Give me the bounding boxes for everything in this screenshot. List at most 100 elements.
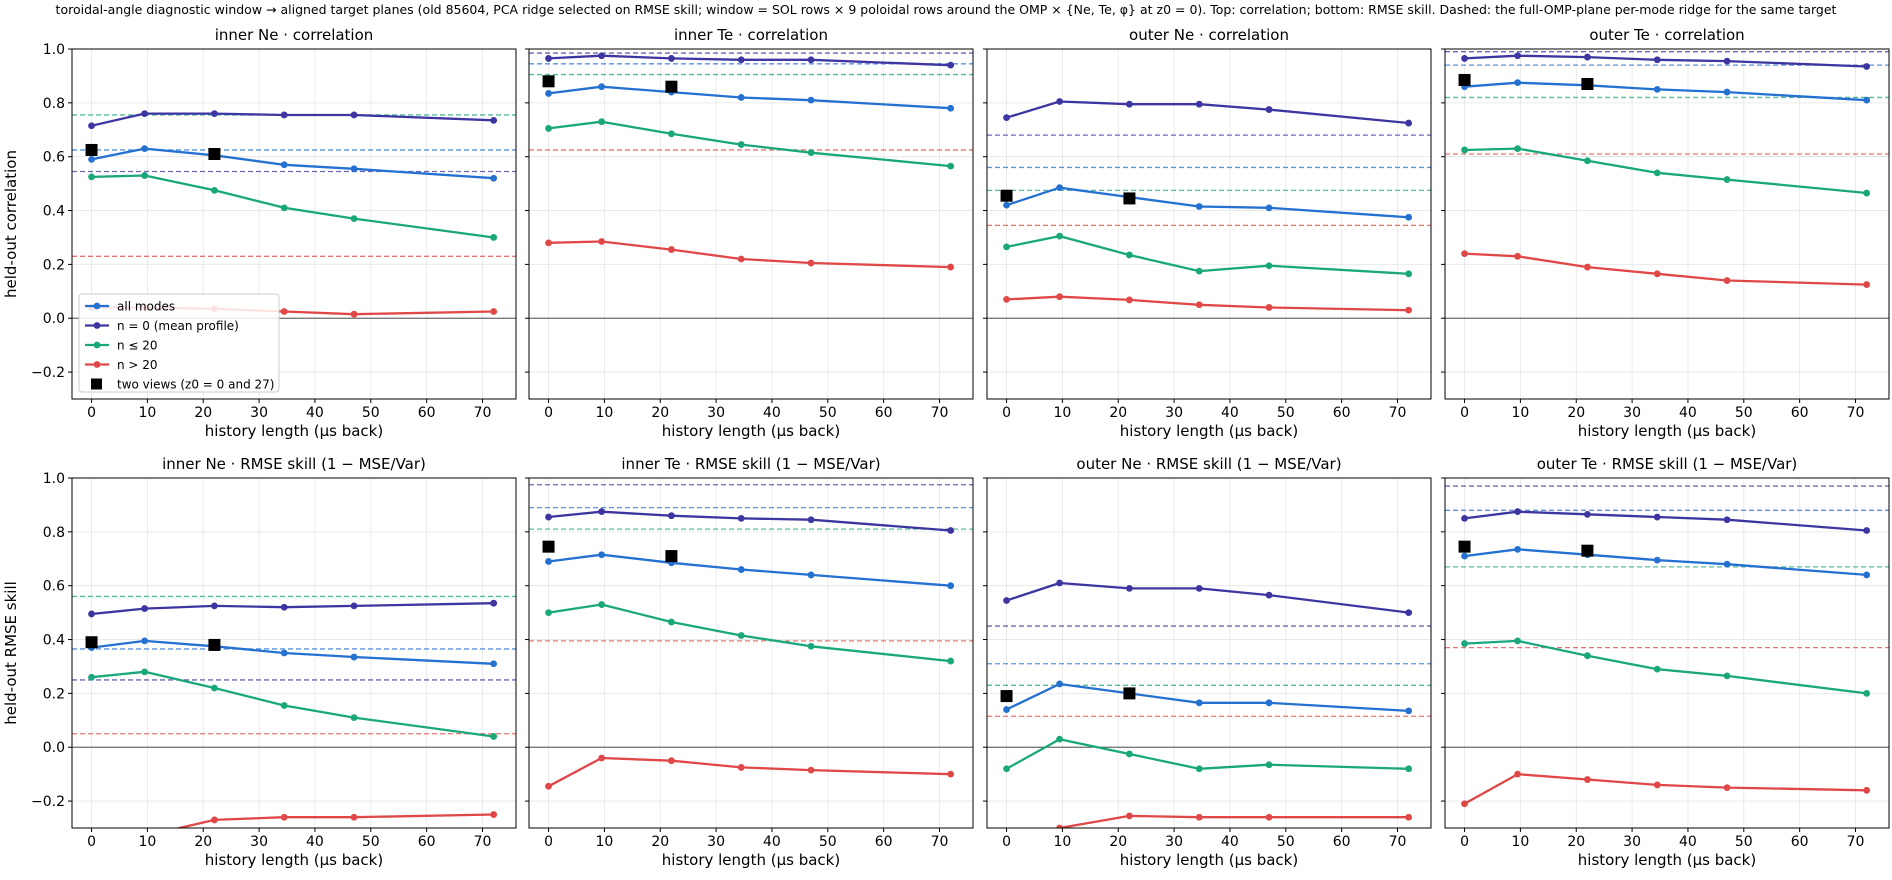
two-view-marker bbox=[1123, 687, 1136, 700]
point-le20 bbox=[350, 215, 358, 223]
point-le20 bbox=[1653, 169, 1661, 177]
point-le20 bbox=[1003, 765, 1010, 773]
data-layer bbox=[1458, 52, 1871, 288]
x-axis-label: history length (µs back) bbox=[1578, 422, 1756, 440]
two-view-marker bbox=[1458, 540, 1471, 553]
x-tick-label: 40 bbox=[1221, 405, 1239, 421]
point-all bbox=[1653, 556, 1661, 564]
x-tick-label: 60 bbox=[1791, 405, 1809, 421]
legend-box bbox=[78, 293, 280, 393]
point-le20 bbox=[1265, 761, 1273, 769]
subplot-title: inner Te · RMSE skill (1 − MSE/Var) bbox=[621, 455, 880, 473]
x-tick-label: 0 bbox=[544, 834, 553, 850]
point-le20 bbox=[737, 632, 745, 639]
x-tick-label: 10 bbox=[138, 834, 156, 850]
x-tick-label: 20 bbox=[1567, 405, 1585, 421]
x-tick-label: 50 bbox=[1277, 834, 1295, 850]
point-gt20 bbox=[1265, 304, 1273, 311]
y-tick-label: 0.0 bbox=[43, 740, 65, 756]
point-le20 bbox=[490, 234, 498, 241]
x-tick-label: 50 bbox=[1277, 405, 1295, 421]
point-all bbox=[490, 174, 498, 182]
point-gt20 bbox=[1126, 812, 1133, 820]
point-gt20 bbox=[1461, 250, 1468, 258]
x-tick-label: 30 bbox=[250, 405, 268, 421]
series-line-n0 bbox=[91, 112, 494, 127]
point-gt20 bbox=[1653, 781, 1661, 789]
point-n0 bbox=[1584, 510, 1591, 518]
point-le20 bbox=[598, 118, 606, 126]
point-all bbox=[807, 571, 815, 579]
point-le20 bbox=[1723, 672, 1731, 680]
x-tick-label: 30 bbox=[1623, 834, 1641, 850]
x-tick-label: 60 bbox=[1333, 405, 1351, 421]
x-axis-label: history length (µs back) bbox=[1120, 422, 1298, 440]
x-tick-label: 70 bbox=[931, 405, 949, 421]
point-gt20 bbox=[1195, 813, 1203, 821]
x-axis-label: history length (µs back) bbox=[662, 851, 840, 869]
series-line-le20 bbox=[548, 603, 951, 663]
y-tick-label: −0.2 bbox=[31, 365, 65, 381]
point-n0 bbox=[1514, 52, 1522, 60]
point-all bbox=[1514, 545, 1522, 553]
legend-label: n = 0 (mean profile) bbox=[117, 319, 239, 333]
point-gt20 bbox=[807, 259, 815, 267]
y-axis-label: held-out correlation bbox=[2, 150, 20, 298]
subplot-8: 0 10 20 30 40 50 60 70 outer Te · RMSE skill (1 … bbox=[1441, 455, 1890, 869]
point-le20 bbox=[1003, 243, 1010, 251]
point-le20 bbox=[1863, 189, 1871, 197]
series-line-le20 bbox=[548, 120, 951, 168]
x-tick-label: 20 bbox=[194, 834, 212, 850]
point-all bbox=[1461, 552, 1468, 560]
series-line-all bbox=[1006, 682, 1409, 713]
point-gt20 bbox=[545, 239, 552, 247]
x-tick-label: 60 bbox=[418, 405, 436, 421]
two-view-marker bbox=[1458, 73, 1471, 86]
point-gt20 bbox=[737, 764, 745, 771]
point-le20 bbox=[1265, 262, 1273, 270]
x-tick-label: 70 bbox=[1847, 834, 1865, 850]
two-view-marker bbox=[1000, 690, 1013, 703]
point-all bbox=[1405, 213, 1413, 221]
series-line-gt20 bbox=[1053, 814, 1409, 828]
x-tick-label: 0 bbox=[1002, 405, 1011, 421]
axes-frame bbox=[528, 48, 974, 400]
x-axis-label: history length (µs back) bbox=[1578, 851, 1756, 869]
point-n0 bbox=[947, 61, 955, 69]
point-n0 bbox=[1584, 53, 1591, 61]
point-n0 bbox=[1653, 56, 1661, 64]
series-line-le20 bbox=[1464, 147, 1867, 195]
point-n0 bbox=[598, 52, 606, 60]
two-view-marker bbox=[1000, 189, 1013, 202]
x-tick-label: 20 bbox=[651, 405, 669, 421]
point-all bbox=[947, 582, 955, 590]
point-all bbox=[1003, 706, 1010, 713]
point-n0 bbox=[545, 513, 552, 521]
subplot-title: inner Ne · correlation bbox=[215, 26, 374, 44]
figure-suptitle: toroidal-angle diagnostic window → align… bbox=[55, 2, 1837, 17]
point-n0 bbox=[88, 610, 95, 618]
x-tick-label: 60 bbox=[418, 834, 436, 850]
point-le20 bbox=[88, 673, 95, 681]
series-line-n0 bbox=[91, 602, 494, 616]
two-view-marker bbox=[85, 143, 98, 156]
series-line-all bbox=[1464, 548, 1867, 577]
data-layer bbox=[1000, 579, 1413, 828]
point-n0 bbox=[211, 602, 218, 610]
point-le20 bbox=[88, 173, 95, 181]
x-tick-label: 70 bbox=[474, 834, 492, 850]
point-n0 bbox=[1405, 609, 1413, 617]
x-tick-label: 50 bbox=[362, 834, 380, 850]
point-n0 bbox=[1461, 514, 1468, 522]
subplot-6: 0 10 20 30 40 50 60 70 inner Te · RMSE skill (1 … bbox=[525, 455, 974, 869]
series-line-all bbox=[91, 639, 494, 665]
x-axis-label: history length (µs back) bbox=[205, 422, 383, 440]
x-tick-label: 50 bbox=[362, 405, 380, 421]
subplot-title: outer Ne · correlation bbox=[1129, 26, 1289, 44]
subplot-5: 0 10 20 30 40 50 60 70 −0.2 0.0 0.2 0.4 0.6 0.8 1.0 inn… bbox=[2, 455, 517, 869]
series-line-n0 bbox=[548, 510, 951, 532]
legend-label: n ≤ 20 bbox=[117, 339, 158, 353]
y-tick-label: 0.0 bbox=[43, 311, 65, 327]
x-tick-label: 10 bbox=[1053, 405, 1071, 421]
